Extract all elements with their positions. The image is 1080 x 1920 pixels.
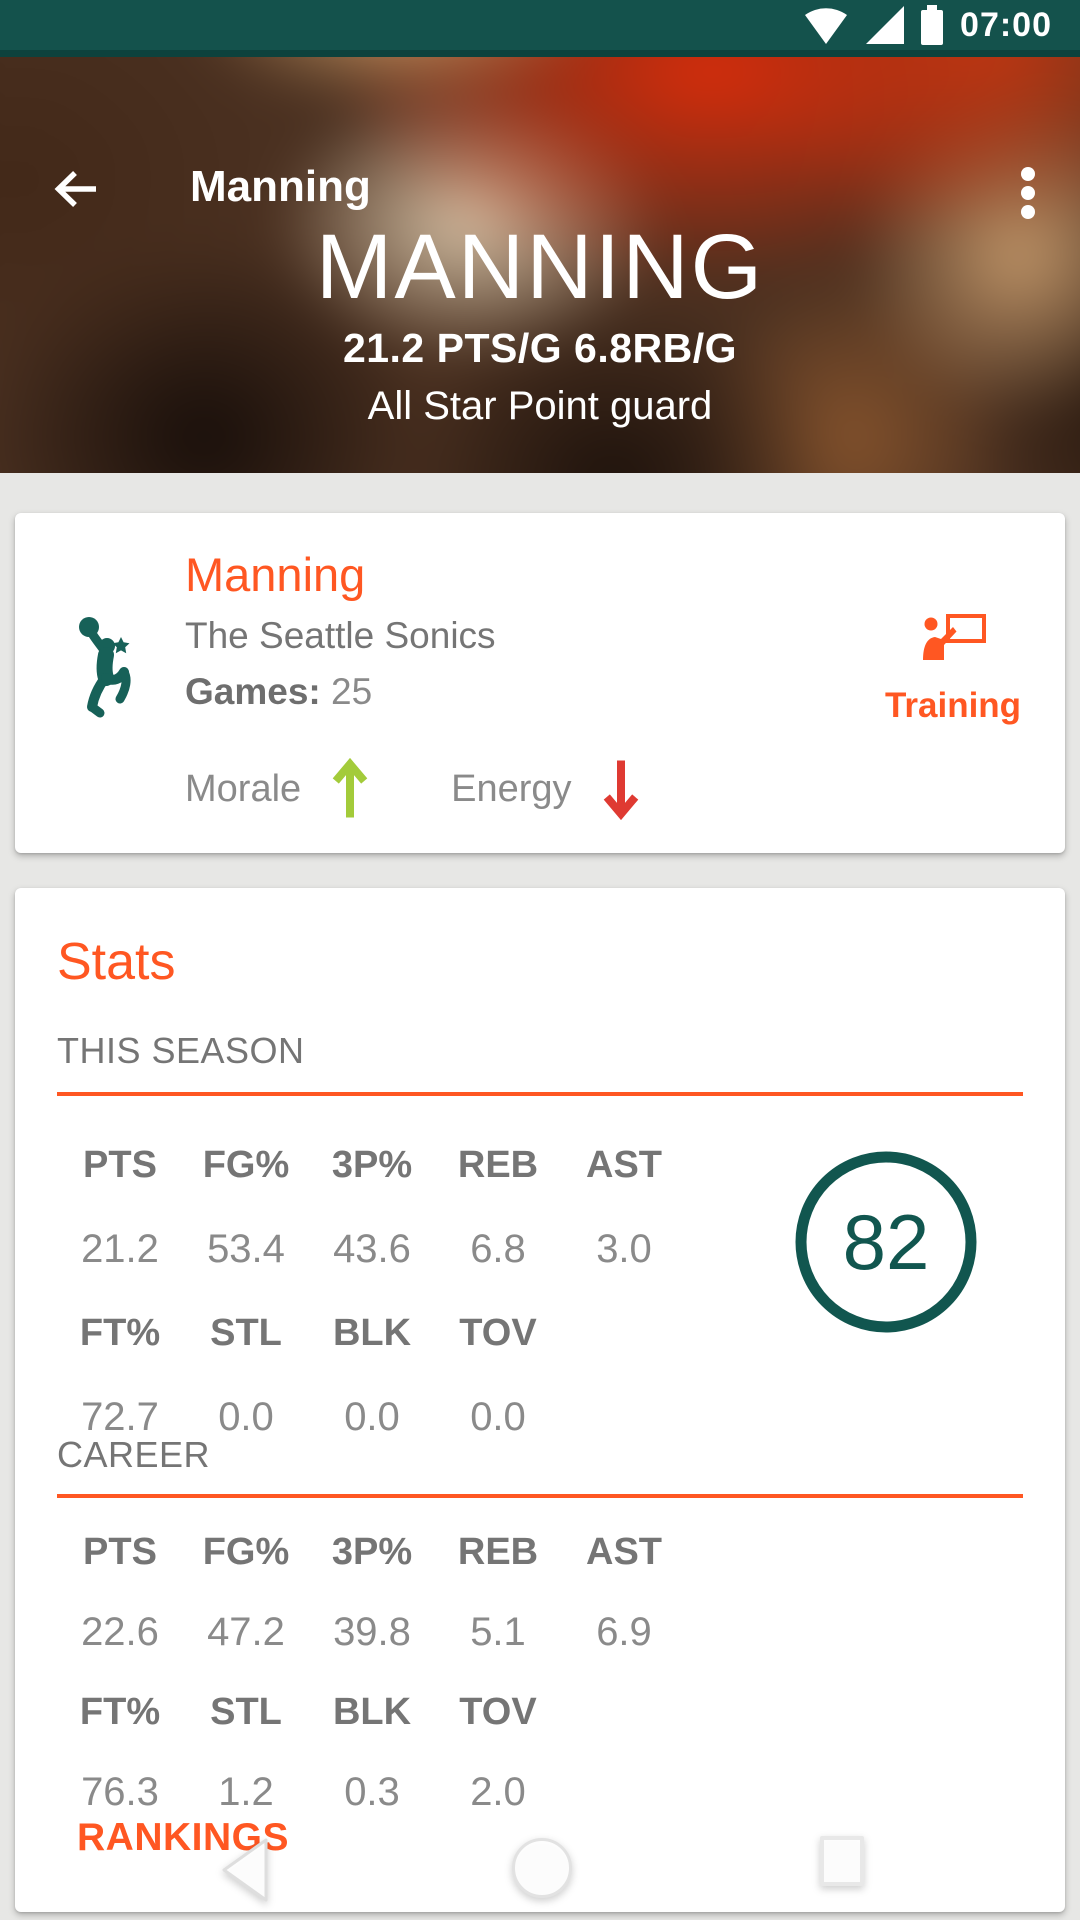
stat-value: 76.3 [81, 1769, 159, 1814]
stat-value: 6.8 [470, 1226, 526, 1271]
stat-value: 6.9 [596, 1609, 652, 1654]
stat-header: BLK [332, 1311, 412, 1354]
status-bar: 07:00 [0, 0, 1080, 57]
nav-home-icon[interactable] [512, 1838, 572, 1898]
dunking-player-star-icon [79, 617, 131, 718]
stat-value [561, 1375, 687, 1459]
training-label: Training [884, 686, 1022, 725]
team-name: The Seattle Sonics [185, 615, 496, 656]
stat-value: 0.0 [470, 1394, 526, 1439]
nav-back-icon[interactable] [210, 1830, 290, 1910]
condition-row: Morale Energy [185, 757, 644, 821]
stat-header: TOV [459, 1690, 537, 1733]
stat-header: FT% [79, 1690, 161, 1733]
stat-value: 3.0 [596, 1226, 652, 1271]
energy-down-arrow-icon [603, 760, 638, 821]
stat-value: 39.8 [333, 1609, 411, 1654]
stat-value: 0.0 [344, 1394, 400, 1439]
back-arrow-icon[interactable] [52, 165, 100, 213]
stat-value: 0.3 [344, 1769, 400, 1814]
stat-value: 47.2 [207, 1609, 285, 1654]
coach-board-icon [923, 614, 986, 660]
stat-header: 3P% [331, 1530, 413, 1573]
rating-ring-icon [795, 1151, 977, 1333]
stats-table-this-season: PTS FG% 3P% REB AST 21.2 53.4 43.6 6.8 3.0 FT% STL B… [57, 1123, 687, 1459]
hero-banner: MANNING 21.2 PTS/G 6.8RB/G All Star Poin… [0, 57, 1080, 473]
training-button[interactable]: Training [865, 613, 1041, 726]
player-summary-card: Manning The Seattle Sonics Games: 25 [15, 513, 1065, 853]
stat-header: STL [210, 1311, 282, 1354]
stat-value: 2.0 [470, 1769, 526, 1814]
hero-stat-line: 21.2 PTS/G 6.8RB/G [342, 325, 738, 371]
stat-value: 22.6 [81, 1609, 159, 1654]
stat-header: FG% [202, 1530, 290, 1573]
stat-header: 3P% [331, 1143, 413, 1186]
section-divider [57, 1494, 1023, 1498]
stat-header: AST [586, 1143, 662, 1186]
stats-card-title: Stats [57, 933, 176, 991]
energy-label: Energy [451, 767, 572, 810]
hero-blurred-photo [0, 57, 1080, 473]
section-label-this-season: THIS SEASON [57, 1030, 305, 1071]
overflow-menu-icon[interactable] [1008, 161, 1048, 225]
stat-header [561, 1291, 687, 1375]
app-bar: Manning [0, 57, 1080, 219]
clock: 07:00 [960, 5, 1052, 44]
stat-header: REB [457, 1530, 539, 1573]
stat-value: 43.6 [333, 1226, 411, 1271]
stat-header: FT% [79, 1311, 161, 1354]
hero-player-name: MANNING [315, 216, 765, 318]
stat-header [561, 1672, 687, 1752]
stats-card: Stats THIS SEASON PTS FG% 3P% REB AST 21.2 53.… [15, 888, 1065, 1912]
stat-value: 5.1 [470, 1609, 526, 1654]
morale-up-arrow-icon [332, 757, 368, 818]
stats-table-career: PTS FG% 3P% REB AST 22.6 47.2 39.8 5.1 6.9 FT% STL B… [57, 1512, 687, 1832]
section-label-career: CAREER [57, 1434, 211, 1475]
stat-value [561, 1752, 687, 1832]
wifi-icon [805, 8, 848, 45]
stat-header: PTS [83, 1143, 157, 1186]
stat-header: PTS [83, 1530, 157, 1573]
app-bar-title: Manning [190, 162, 371, 211]
stat-value: 72.7 [81, 1394, 159, 1439]
stat-header: FG% [202, 1143, 290, 1186]
stat-value: 21.2 [81, 1226, 159, 1271]
stat-value: 1.2 [218, 1769, 274, 1814]
hero-tagline: All Star Point guard [367, 384, 713, 428]
player-name: Manning [185, 548, 366, 601]
stat-value: 53.4 [207, 1226, 285, 1271]
overall-rating-value: 82 [842, 1197, 930, 1286]
stat-header: AST [586, 1530, 662, 1573]
signal-icon [866, 6, 905, 44]
android-nav-bar [0, 1812, 1080, 1920]
stat-value: 0.0 [218, 1394, 274, 1439]
battery-icon [921, 5, 944, 45]
section-divider [57, 1092, 1023, 1096]
stat-header: BLK [332, 1690, 412, 1733]
stat-header: REB [457, 1143, 539, 1186]
stat-header: TOV [459, 1311, 537, 1354]
nav-recents-icon[interactable] [820, 1836, 864, 1886]
games-count: Games: 25 [185, 671, 372, 713]
games-label: Games: [185, 671, 321, 712]
games-value: 25 [331, 671, 373, 712]
morale-label: Morale [185, 767, 302, 810]
stat-header: STL [210, 1690, 282, 1733]
